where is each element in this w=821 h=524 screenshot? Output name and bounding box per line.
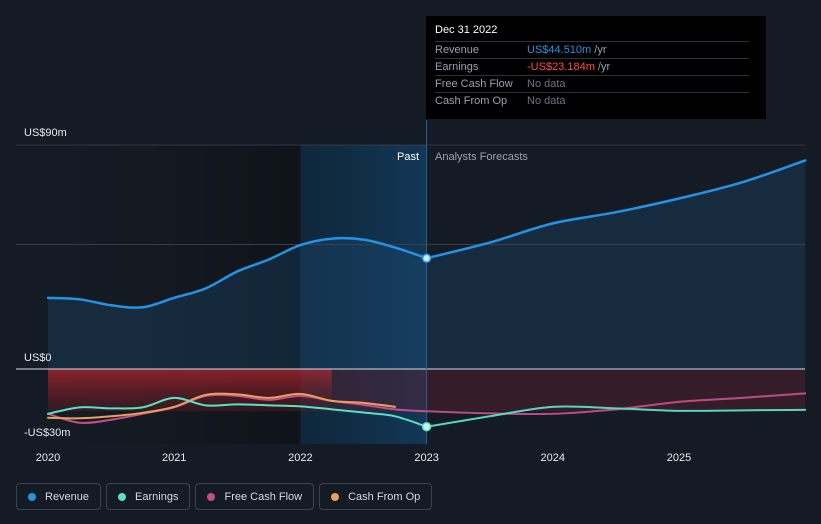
revenue-marker-point xyxy=(421,253,432,263)
tooltip-value: -US$23.184m /yr xyxy=(527,61,611,73)
gridline-layer xyxy=(16,120,805,444)
tooltip-date: Dec 31 2022 xyxy=(435,24,498,36)
label-layer: US$90m US$0 -US$30m Past Analysts Foreca… xyxy=(24,127,528,439)
forecast-negative-area xyxy=(331,369,806,412)
legend-label: Revenue xyxy=(45,490,90,503)
legend-dot-icon xyxy=(331,492,340,501)
legend-label: Earnings xyxy=(135,490,179,503)
legend-revenue-button[interactable]: Revenue xyxy=(16,483,102,510)
series-line-layer xyxy=(46,159,807,428)
legend-free-cash-flow-button[interactable]: Free Cash Flow xyxy=(195,483,315,510)
legend-dot-icon xyxy=(207,492,216,501)
y-label-top: US$90m xyxy=(24,127,67,139)
tooltip-row-fcf: Free Cash Flow No data xyxy=(435,75,749,92)
x-axis-ticks: 2020 2021 2022 2023 2024 2025 xyxy=(36,452,691,464)
legend-earnings-button[interactable]: Earnings xyxy=(106,483,191,510)
x-tick-label-2025: 2025 xyxy=(667,452,691,464)
x-tick-label-2020: 2020 xyxy=(36,452,60,464)
tooltip-value: No data xyxy=(527,78,566,90)
marker-layer xyxy=(421,253,432,432)
tooltip-row-earnings: Earnings -US$23.184m /yr xyxy=(435,58,749,75)
cash-from-op-past-line xyxy=(47,392,397,420)
legend-label: Cash From Op xyxy=(348,490,421,503)
revenue-forecast-line xyxy=(425,159,807,260)
tooltip-value: No data xyxy=(527,95,566,107)
earnings-past-line xyxy=(47,396,428,428)
legend-label: Free Cash Flow xyxy=(224,490,303,503)
x-tick-label-2024: 2024 xyxy=(541,452,565,464)
tooltip-row-cfo: Cash From Op No data xyxy=(435,92,749,109)
tooltip-key: Earnings xyxy=(435,61,479,73)
legend-cash-from-op-button[interactable]: Cash From Op xyxy=(319,483,433,510)
chart-legend: Revenue Earnings Free Cash Flow Cash Fro… xyxy=(16,483,433,510)
x-tick-label-2023: 2023 xyxy=(414,452,438,464)
y-label-zero: US$0 xyxy=(24,352,52,364)
tooltip-key: Cash From Op xyxy=(435,95,508,107)
past-label: Past xyxy=(397,151,419,163)
earnings-forecast-line xyxy=(425,405,807,428)
earnings-negative-area xyxy=(48,369,332,412)
data-tooltip: Dec 31 2022 Revenue US$44.510m /yr Earni… xyxy=(426,16,766,119)
free-cash-flow-past-line xyxy=(47,393,428,424)
forecast-label: Analysts Forecasts xyxy=(435,151,528,163)
legend-dot-icon xyxy=(28,492,36,501)
tooltip-value: US$44.510m /yr xyxy=(527,44,607,56)
x-tick-label-2021: 2021 xyxy=(162,452,186,464)
tooltip-key: Revenue xyxy=(435,44,480,56)
x-tick-label-2022: 2022 xyxy=(288,452,312,464)
earnings-marker-point xyxy=(421,421,432,432)
legend-dot-icon xyxy=(118,492,127,501)
revenue-past-line xyxy=(46,236,428,309)
tooltip-row-revenue: Revenue US$44.510m /yr xyxy=(435,41,749,58)
tooltip-key: Free Cash Flow xyxy=(435,78,513,90)
y-label-bottom: -US$30m xyxy=(24,427,70,439)
